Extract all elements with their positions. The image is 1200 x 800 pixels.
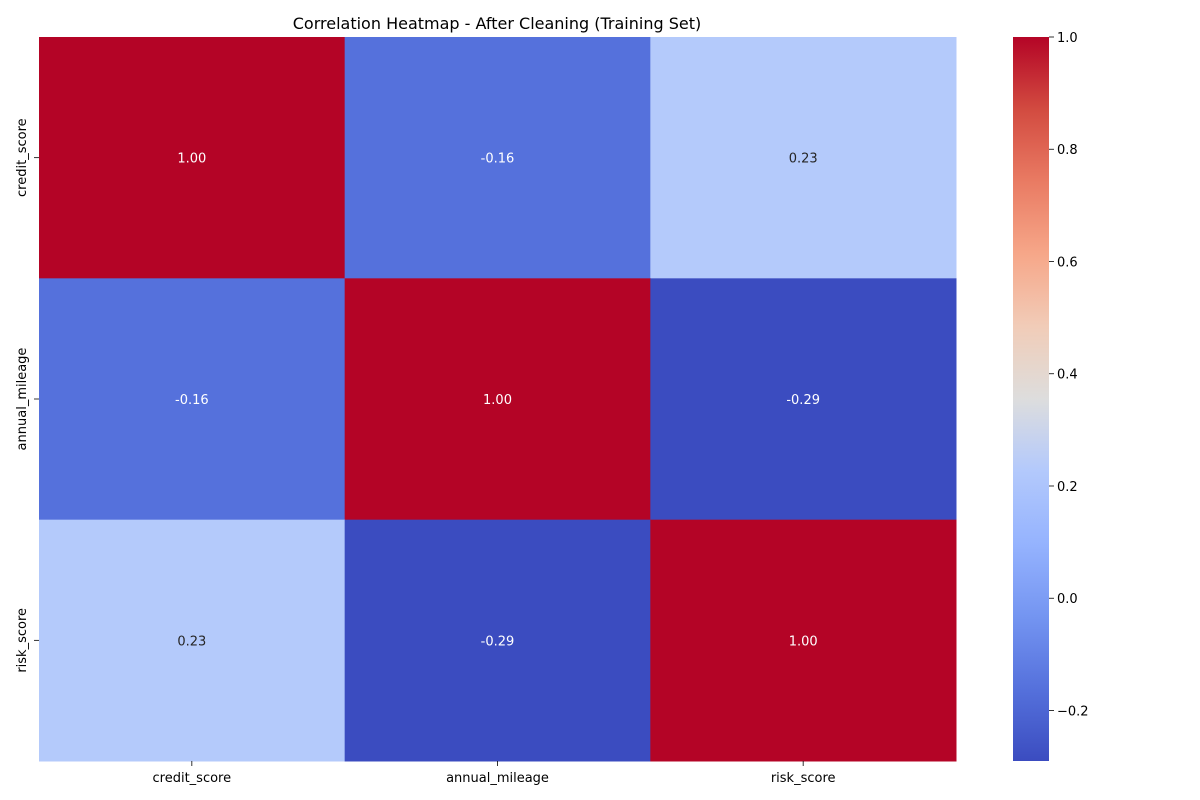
colorbar-tick-label: −0.2	[1057, 704, 1089, 719]
x-tick-label: risk_score	[771, 771, 836, 786]
y-axis-ticks: credit_score annual_mileage risk_score	[15, 118, 39, 673]
heatmap-cell	[650, 278, 957, 521]
colorbar-tick-label: 0.2	[1057, 480, 1078, 495]
colorbar-gradient	[1013, 37, 1049, 761]
heatmap-cell	[39, 278, 346, 521]
colorbar-tick-label: 0.0	[1057, 592, 1078, 607]
x-tick-label: annual_mileage	[446, 771, 549, 786]
cell-value-label: 1.00	[789, 634, 818, 649]
y-tick-label: credit_score	[15, 118, 30, 197]
cell-value-label: 1.00	[483, 393, 512, 408]
heatmap-cell	[650, 519, 957, 762]
colorbar-tick-label: 0.6	[1057, 255, 1078, 270]
cell-value-label: -0.29	[786, 393, 820, 408]
chart-title: Correlation Heatmap - After Cleaning (Tr…	[293, 14, 701, 33]
heatmap-cell	[344, 519, 651, 762]
heatmap-cell	[650, 37, 957, 279]
colorbar-tick-label: 0.8	[1057, 143, 1078, 158]
y-tick-label: annual_mileage	[15, 348, 30, 451]
heatmap-cell	[39, 519, 346, 762]
x-axis-ticks: credit_score annual_mileage risk_score	[153, 761, 836, 786]
heatmap-cell	[344, 278, 651, 521]
cell-value-label: -0.16	[481, 152, 515, 167]
cell-value-label: 0.23	[177, 634, 206, 649]
heatmap-cell	[39, 37, 346, 279]
colorbar: −0.2 0.0 0.2 0.4 0.6 0.8 1.0	[1013, 31, 1089, 761]
colorbar-tick-label: 0.4	[1057, 368, 1078, 383]
cell-value-label: 1.00	[177, 152, 206, 167]
heatmap-cell	[344, 37, 651, 279]
x-tick-label: credit_score	[153, 771, 232, 786]
cell-value-label: -0.16	[175, 393, 209, 408]
colorbar-tick-label: 1.0	[1057, 31, 1078, 46]
cell-value-label: -0.29	[481, 634, 515, 649]
y-tick-label: risk_score	[15, 608, 30, 673]
cell-value-label: 0.23	[789, 152, 818, 167]
heatmap-cells: 1.00 -0.16 0.23 -0.16 1.00 -0.29 0.23 -0.29 1.00	[39, 37, 957, 762]
